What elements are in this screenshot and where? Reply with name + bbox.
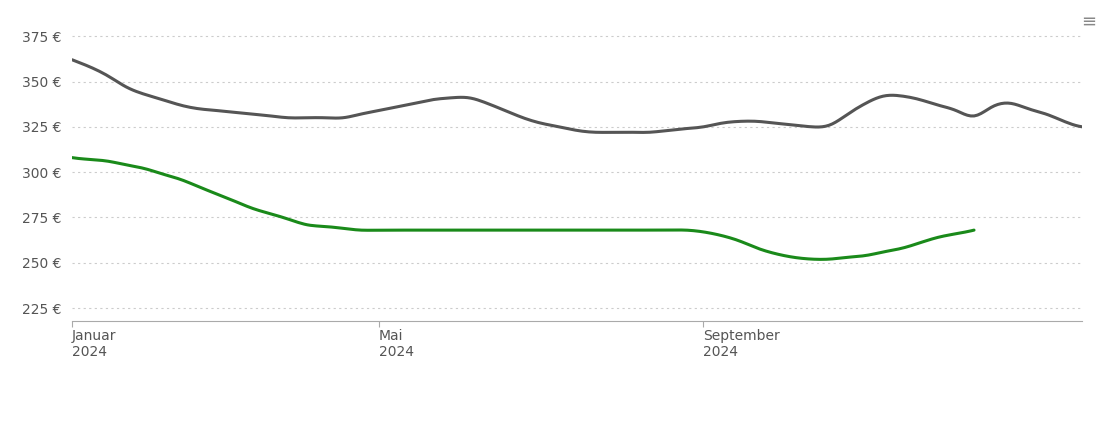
Text: ≡: ≡: [1081, 13, 1097, 31]
Legend: lose Ware, Sackware: lose Ware, Sackware: [463, 418, 692, 422]
